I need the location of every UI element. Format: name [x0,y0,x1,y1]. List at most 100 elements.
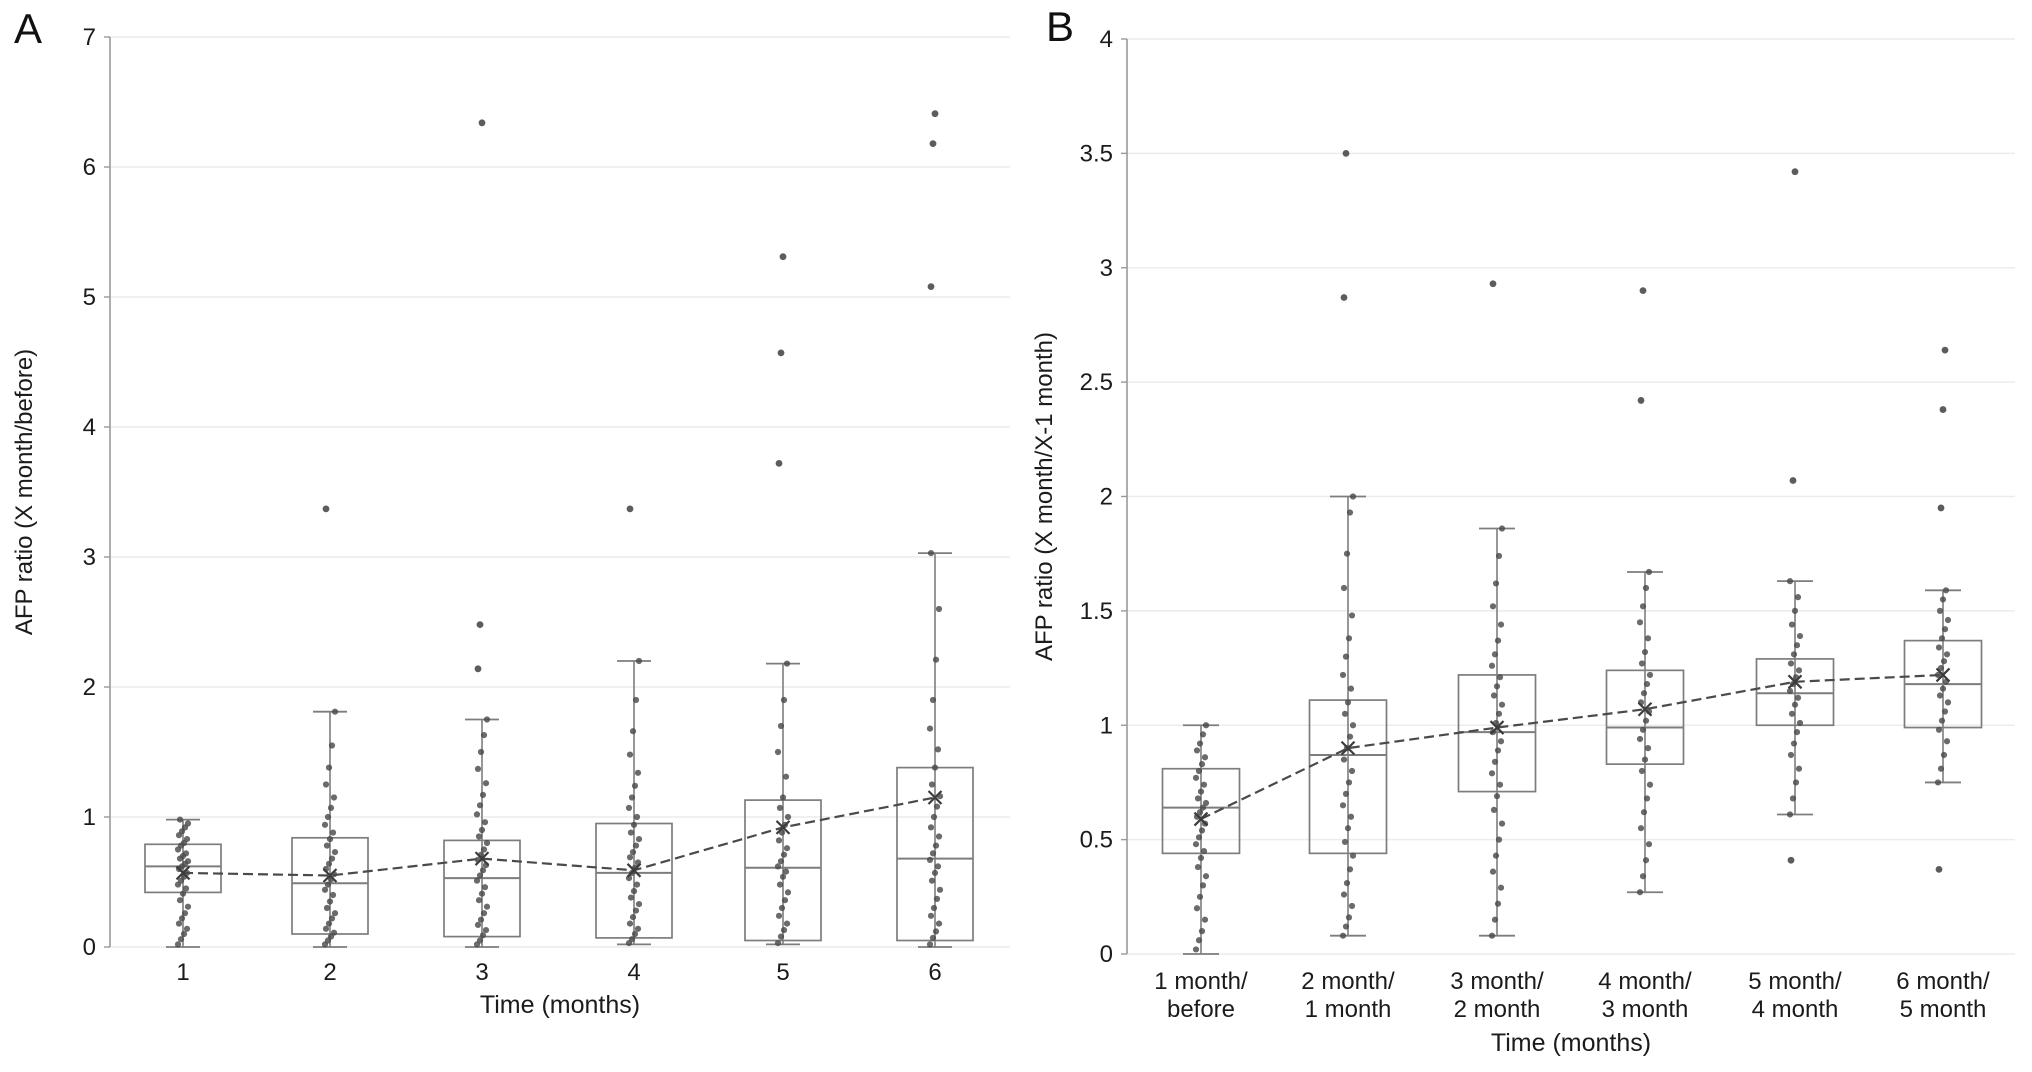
data-point [325,860,333,867]
data-point [1936,692,1944,699]
data-point [1340,756,1348,763]
data-point [1348,902,1356,910]
data-point [927,912,935,919]
data-point [625,804,633,812]
data-point [483,839,491,847]
data-point [321,821,329,828]
data-point [1790,651,1798,658]
data-point [179,890,187,897]
data-point [1937,664,1945,672]
data-point [1938,717,1946,724]
data-point [1339,932,1347,939]
data-point [927,550,935,557]
y-tick-label: 5 [83,284,96,311]
data-point [322,781,330,788]
data-point [1341,838,1349,846]
data-point [176,816,184,823]
data-point [475,897,483,904]
data-point [634,769,642,776]
data-point [1642,857,1650,864]
data-point [1193,747,1201,754]
data-point [331,910,339,917]
x-tick-label: 3 [475,959,488,986]
data-point [626,854,634,861]
data-point [476,802,484,809]
data-point [632,907,640,914]
mean-x-marker [1340,740,1356,756]
data-point [184,903,192,910]
x-tick-label: 4 month/3 month [1598,968,1692,1023]
x-tick-label: 6 month/5 month [1896,968,1990,1023]
data-point [1639,726,1647,733]
data-point [1491,916,1499,923]
data-point [1200,847,1208,855]
data-point [478,890,486,897]
data-point [632,696,640,704]
data-point [1646,781,1654,788]
y-tick-label: 3 [1100,255,1113,282]
data-point [1940,751,1948,759]
data-point [783,845,791,852]
data-point [1492,580,1500,587]
outlier-point [474,665,482,673]
data-point [777,933,785,940]
outlier-point [1935,865,1943,873]
data-point [1939,685,1947,692]
data-point [330,794,338,801]
data-point [1795,667,1803,674]
data-point [932,928,940,935]
data-point [1194,795,1202,802]
data-point [1793,642,1801,649]
data-point [1793,729,1801,736]
data-point [1640,809,1648,816]
x-axis-title: Time (months) [1491,1029,1651,1057]
data-point [1349,722,1357,729]
data-point [329,891,337,899]
data-point [1794,594,1802,601]
data-point [934,746,942,753]
data-point [1493,793,1501,800]
data-point [1638,767,1646,775]
data-point [476,872,484,879]
data-point [1641,756,1649,763]
data-point [1339,671,1347,679]
data-point [1496,674,1504,681]
outlier-point [1787,856,1795,864]
data-point [1344,825,1352,832]
data-point [478,826,486,834]
data-point [1342,790,1350,797]
data-point [1936,607,1944,614]
data-point [1342,653,1350,660]
data-point [782,773,790,780]
data-point [1349,852,1357,859]
data-point [632,842,640,849]
data-point [331,849,339,856]
data-point [1199,804,1207,811]
mean-x-marker [1193,811,1209,827]
x-tick-label: 1 [176,959,189,986]
data-point [627,829,635,836]
data-point [1637,825,1645,832]
mean-x-marker [1637,701,1653,717]
data-point [1497,884,1505,891]
data-point [1345,914,1353,921]
data-point [1940,658,1948,665]
data-point [783,920,791,927]
data-point [1497,621,1505,628]
data-point [473,811,481,818]
data-point [1498,525,1506,532]
mean-x-marker [322,868,338,883]
data-point [1787,751,1795,759]
data-point [328,915,336,922]
data-point [929,696,937,704]
data-point [1939,596,1947,603]
data-point [929,850,937,857]
data-point [926,856,934,864]
outlier-point [927,283,935,290]
data-point [181,910,189,917]
outlier-point [1939,406,1947,413]
data-point [1789,795,1797,802]
data-point [1490,692,1498,699]
outlier-point [775,460,783,467]
